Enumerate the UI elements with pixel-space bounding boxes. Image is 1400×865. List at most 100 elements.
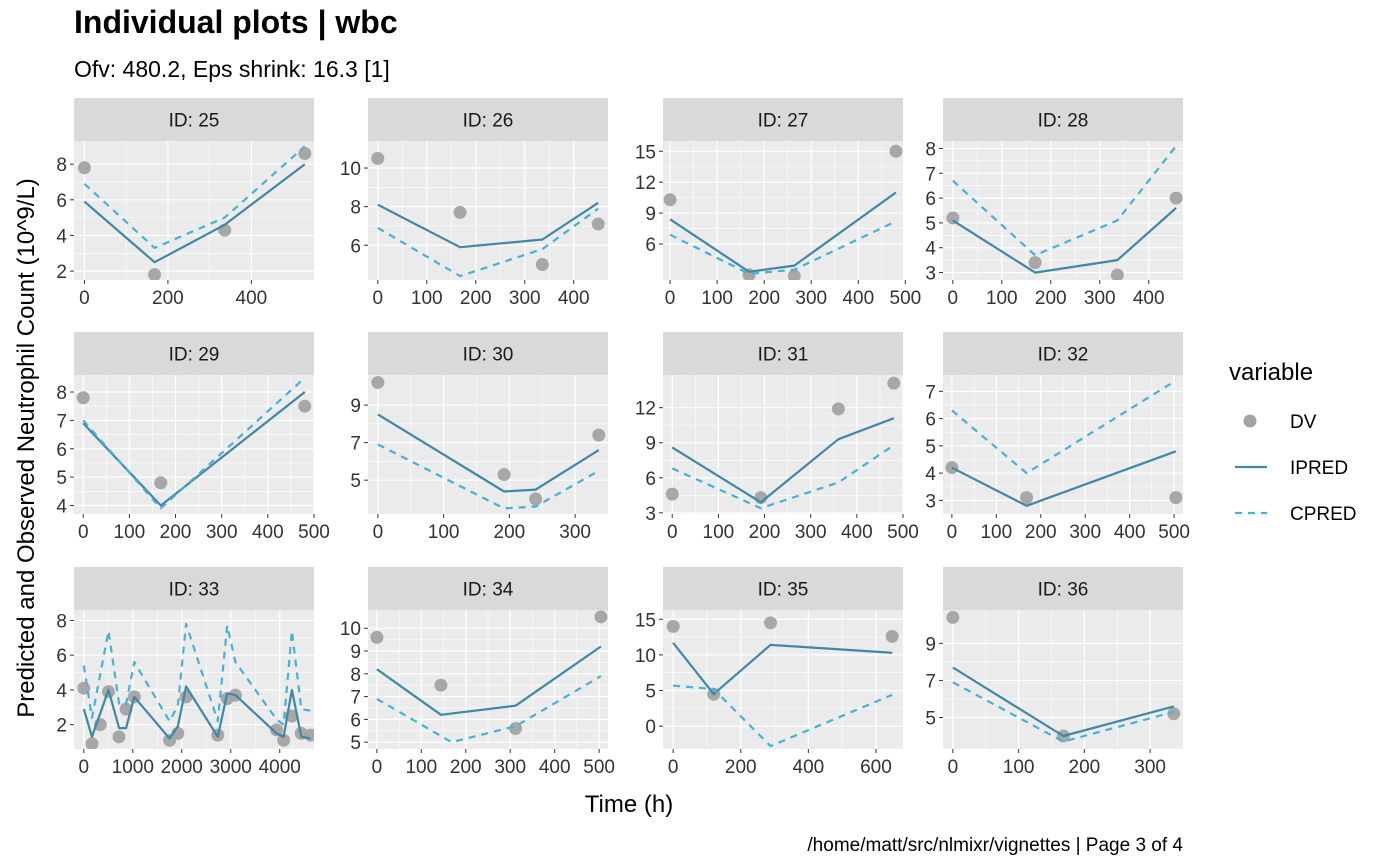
y-tick-label: 7 [56, 411, 67, 432]
y-tick-label: 6 [350, 236, 361, 257]
y-tick-label: 4 [56, 496, 67, 517]
dv-point [509, 721, 523, 735]
dv-point [277, 733, 291, 747]
dv-point [663, 193, 677, 207]
facet-strip [943, 332, 1183, 375]
facet-strip [74, 98, 314, 141]
dv-point [1167, 707, 1181, 721]
x-tick-label: 400 [539, 757, 571, 778]
x-tick-label: 600 [860, 757, 892, 778]
dv-point [787, 269, 801, 280]
y-tick-label: 7 [925, 671, 936, 692]
x-tick-label: 3000 [210, 757, 252, 778]
dv-point [535, 258, 549, 272]
x-tick-label: 200 [1035, 288, 1067, 309]
y-tick-label: 8 [925, 139, 936, 160]
y-tick-label: 12 [635, 173, 656, 194]
ipred-line [377, 413, 600, 493]
x-tick-label: 0 [373, 288, 384, 309]
y-tick-label: 5 [925, 214, 936, 235]
legend-dv-swatch [1243, 414, 1257, 428]
y-tick-label: 4 [925, 464, 936, 485]
y-tick-label: 8 [350, 198, 361, 219]
strip-label: ID: 31 [758, 345, 809, 366]
panel-5: ID: 29 0 100 200 300 400 500 4 5 6 7 8 [56, 332, 330, 543]
panel-series [77, 622, 314, 749]
x-tick-label: 300 [795, 522, 827, 543]
dv-point [453, 205, 467, 219]
legend-title: variable [1229, 359, 1313, 386]
facet-strip [943, 567, 1183, 610]
panel-series [371, 376, 606, 510]
dv-point [1169, 491, 1183, 505]
y-tick-label: 5 [645, 682, 656, 703]
panel-series [371, 151, 605, 278]
dv-point [370, 630, 384, 644]
x-tick-label: 1000 [112, 757, 154, 778]
x-tick-label: 0 [79, 288, 90, 309]
panel-series [370, 610, 608, 744]
dv-point [945, 461, 959, 475]
x-tick-label: 0 [373, 522, 384, 543]
panel-11: ID: 35 0 200 400 600 0 5 10 15 [635, 567, 903, 778]
x-tick-label: 300 [559, 522, 591, 543]
x-tick-label: 300 [1069, 522, 1101, 543]
strip-label: ID: 34 [463, 580, 514, 601]
x-tick-label: 400 [842, 288, 874, 309]
dv-point [304, 728, 314, 742]
y-tick-label: 9 [645, 204, 656, 225]
y-tick-label: 10 [635, 646, 656, 667]
y-tick-label: 8 [56, 155, 67, 176]
strip-label: ID: 28 [1038, 111, 1089, 132]
ipred-line [951, 450, 1177, 507]
dv-point [591, 217, 605, 231]
facet-strip [368, 98, 608, 141]
strip-label: ID: 26 [463, 111, 514, 132]
plot-background [74, 375, 314, 514]
legend-dv-label: DV [1290, 412, 1317, 433]
panel-series [77, 145, 312, 280]
y-tick-label: 12 [635, 399, 656, 420]
x-tick-label: 300 [1084, 288, 1116, 309]
panel-6: ID: 30 0 100 200 300 5 7 9 [350, 332, 608, 543]
x-tick-label: 400 [558, 288, 590, 309]
plot-background [663, 610, 903, 749]
dv-point [594, 610, 608, 624]
y-tick-label: 7 [925, 164, 936, 185]
y-tick-label: 8 [350, 665, 361, 686]
facet-strip [943, 98, 1183, 141]
y-tick-label: 7 [350, 434, 361, 455]
ipred-line [82, 685, 311, 740]
x-tick-label: 300 [509, 288, 541, 309]
panel-series [946, 145, 1183, 280]
x-tick-label: 400 [252, 522, 284, 543]
y-tick-label: 4 [56, 681, 67, 702]
x-tick-label: 500 [583, 757, 615, 778]
strip-label: ID: 25 [169, 111, 220, 132]
y-tick-label: 6 [925, 189, 936, 210]
strip-label: ID: 36 [1038, 580, 1089, 601]
x-tick-label: 300 [206, 522, 238, 543]
dv-point [1110, 268, 1124, 280]
dv-point [889, 144, 903, 158]
facet-strip [663, 567, 903, 610]
y-tick-label: 6 [56, 646, 67, 667]
y-tick-label: 6 [56, 191, 67, 212]
panel-series [946, 610, 1181, 743]
legend: variable DV IPRED CPRED [1229, 359, 1357, 525]
y-tick-label: 7 [350, 688, 361, 709]
x-tick-label: 500 [1158, 522, 1190, 543]
x-tick-label: 100 [980, 522, 1012, 543]
caption: /home/matt/src/nlmixr/vignettes | Page 3… [807, 835, 1183, 856]
dv-point [665, 487, 679, 501]
panel-4: ID: 28 0 100 200 300 400 3 4 5 6 7 8 [925, 98, 1183, 309]
dv-point [154, 476, 168, 490]
x-tick-label: 100 [114, 522, 146, 543]
y-tick-label: 3 [645, 504, 656, 525]
panel-series [666, 616, 899, 748]
dv-point [831, 402, 845, 416]
ipred-line [671, 417, 895, 504]
x-tick-label: 0 [947, 522, 958, 543]
ipred-line [952, 207, 1177, 274]
x-tick-label: 200 [1025, 522, 1057, 543]
